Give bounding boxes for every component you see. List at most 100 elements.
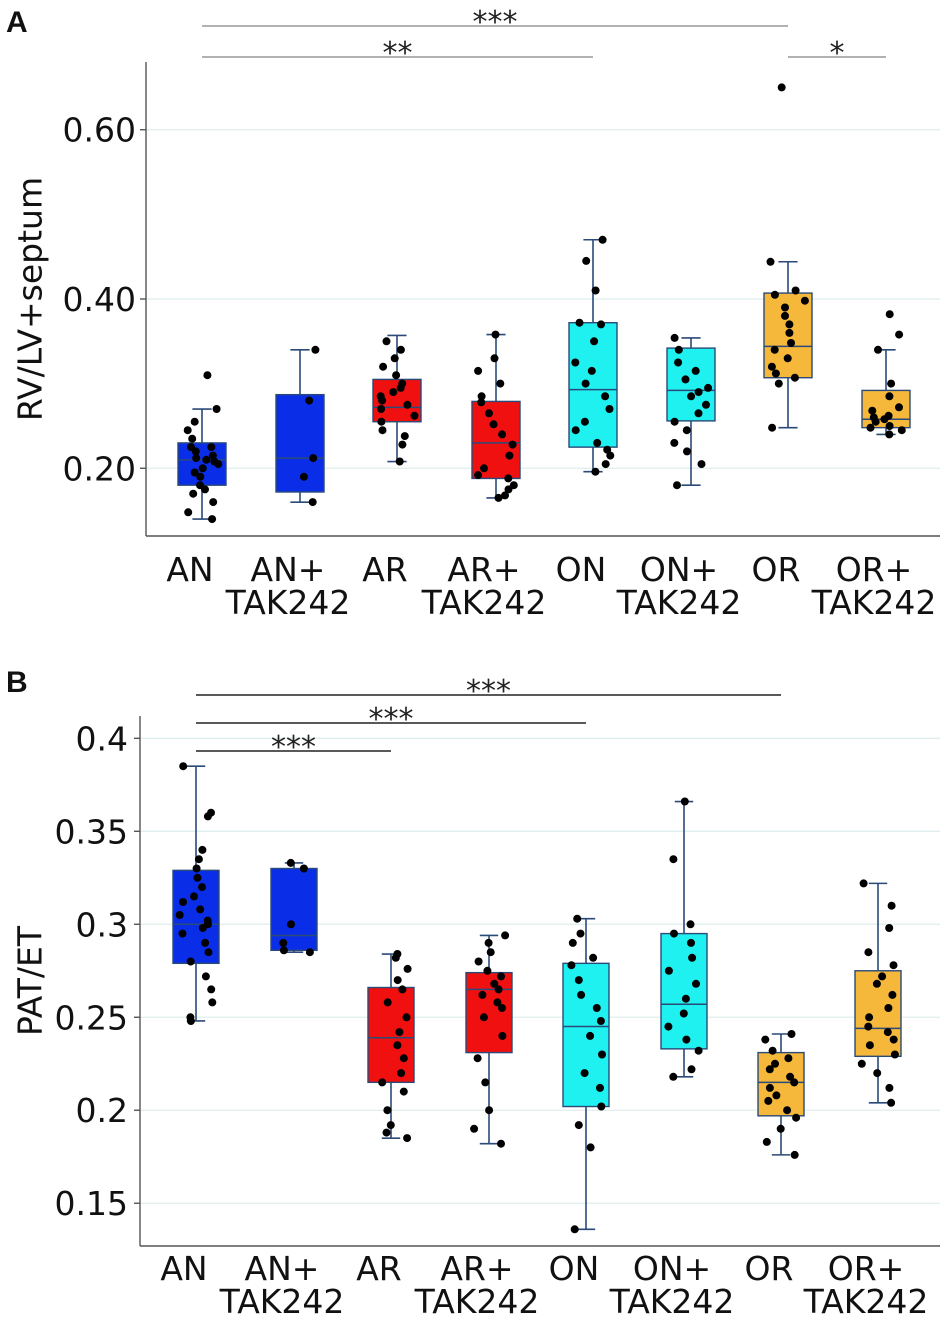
data-point [885, 392, 894, 401]
x-category-label-line2: TAK242 [421, 583, 547, 622]
data-point [589, 953, 598, 962]
data-point [597, 1102, 606, 1111]
data-point [192, 864, 201, 873]
data-point [203, 812, 212, 821]
box-group-or [763, 83, 813, 432]
x-category-label-line2: TAK242 [616, 583, 742, 622]
data-point [498, 430, 507, 439]
box-group-ar-plus-tak242 [465, 931, 513, 1148]
box-group-ar [372, 334, 422, 466]
data-point [201, 972, 210, 981]
data-point [890, 1050, 899, 1059]
data-point [766, 257, 775, 266]
data-point [485, 1106, 494, 1115]
data-point [395, 457, 404, 466]
data-point [393, 976, 402, 985]
data-point [790, 1078, 799, 1087]
data-point [189, 489, 198, 498]
x-category-label-line2: TAK242 [811, 583, 937, 622]
data-point [570, 1225, 579, 1234]
significance-label: ** [383, 36, 413, 71]
y-tick-label: 0.60 [63, 111, 136, 150]
data-point [591, 286, 600, 295]
data-point [286, 858, 295, 867]
data-point [592, 1004, 601, 1012]
data-point [188, 434, 197, 443]
data-point [669, 855, 678, 864]
data-point [287, 920, 295, 929]
y-tick-label: 0.2 [76, 1091, 128, 1130]
data-point [575, 318, 584, 327]
data-point [504, 485, 513, 494]
data-point [576, 929, 585, 938]
data-point [871, 417, 880, 426]
data-point [674, 345, 683, 354]
data-point [597, 320, 605, 329]
data-point [193, 873, 202, 882]
data-point [410, 411, 419, 420]
data-point [873, 1069, 882, 1078]
data-point [198, 883, 206, 892]
data-point [593, 438, 602, 447]
data-point [201, 938, 210, 947]
x-category-label: AN+ [245, 1249, 320, 1288]
y-tick-label: 0.35 [55, 812, 128, 851]
data-point [686, 920, 695, 929]
data-point [591, 467, 600, 476]
y-tick-label: 0.3 [76, 905, 128, 944]
data-point [762, 1137, 771, 1146]
data-point [378, 396, 387, 405]
data-point [279, 946, 288, 955]
data-point [694, 1046, 703, 1055]
data-point [885, 1083, 894, 1092]
data-point [479, 1013, 488, 1022]
data-point [702, 400, 710, 409]
data-point [567, 961, 576, 970]
x-category-label: ON+ [633, 1249, 711, 1288]
data-point [864, 948, 873, 957]
data-point [781, 303, 789, 312]
data-point [692, 979, 700, 988]
data-point [190, 892, 198, 901]
data-point [787, 1030, 796, 1038]
data-point [202, 455, 211, 464]
data-point [895, 330, 904, 339]
data-point [574, 976, 583, 985]
data-point [497, 1139, 505, 1148]
data-point [887, 379, 896, 388]
y-tick-label: 0.25 [55, 998, 128, 1037]
data-point [704, 383, 713, 392]
box-group-on [562, 914, 610, 1234]
data-point [179, 898, 187, 906]
data-point [888, 990, 897, 999]
data-point [682, 426, 691, 435]
data-point [207, 443, 216, 452]
data-point [198, 845, 207, 854]
data-point [687, 938, 695, 947]
data-point [212, 405, 221, 413]
data-point [883, 1028, 892, 1037]
data-point [486, 948, 495, 957]
x-category-label-line2: TAK242 [803, 1282, 929, 1321]
box [275, 393, 325, 493]
data-point [777, 83, 786, 92]
data-point [887, 901, 896, 910]
data-point [694, 388, 703, 397]
data-point [399, 1054, 408, 1063]
x-category-label-line2: TAK242 [609, 1282, 735, 1321]
x-category-label: ON [549, 1249, 600, 1288]
data-point [481, 1078, 490, 1087]
data-point [897, 426, 906, 435]
box-group-ar-plus-tak242 [471, 330, 521, 502]
data-point [772, 1091, 781, 1100]
data-point [865, 1041, 874, 1050]
y-tick-label: 0.4 [76, 719, 128, 758]
box-group-on-plus-tak242 [660, 797, 708, 1081]
data-point [496, 379, 505, 388]
data-point [402, 1013, 411, 1022]
y-tick-label: 0.15 [55, 1184, 128, 1223]
data-point [670, 438, 679, 447]
data-point [664, 1022, 673, 1031]
data-point [790, 1150, 799, 1159]
